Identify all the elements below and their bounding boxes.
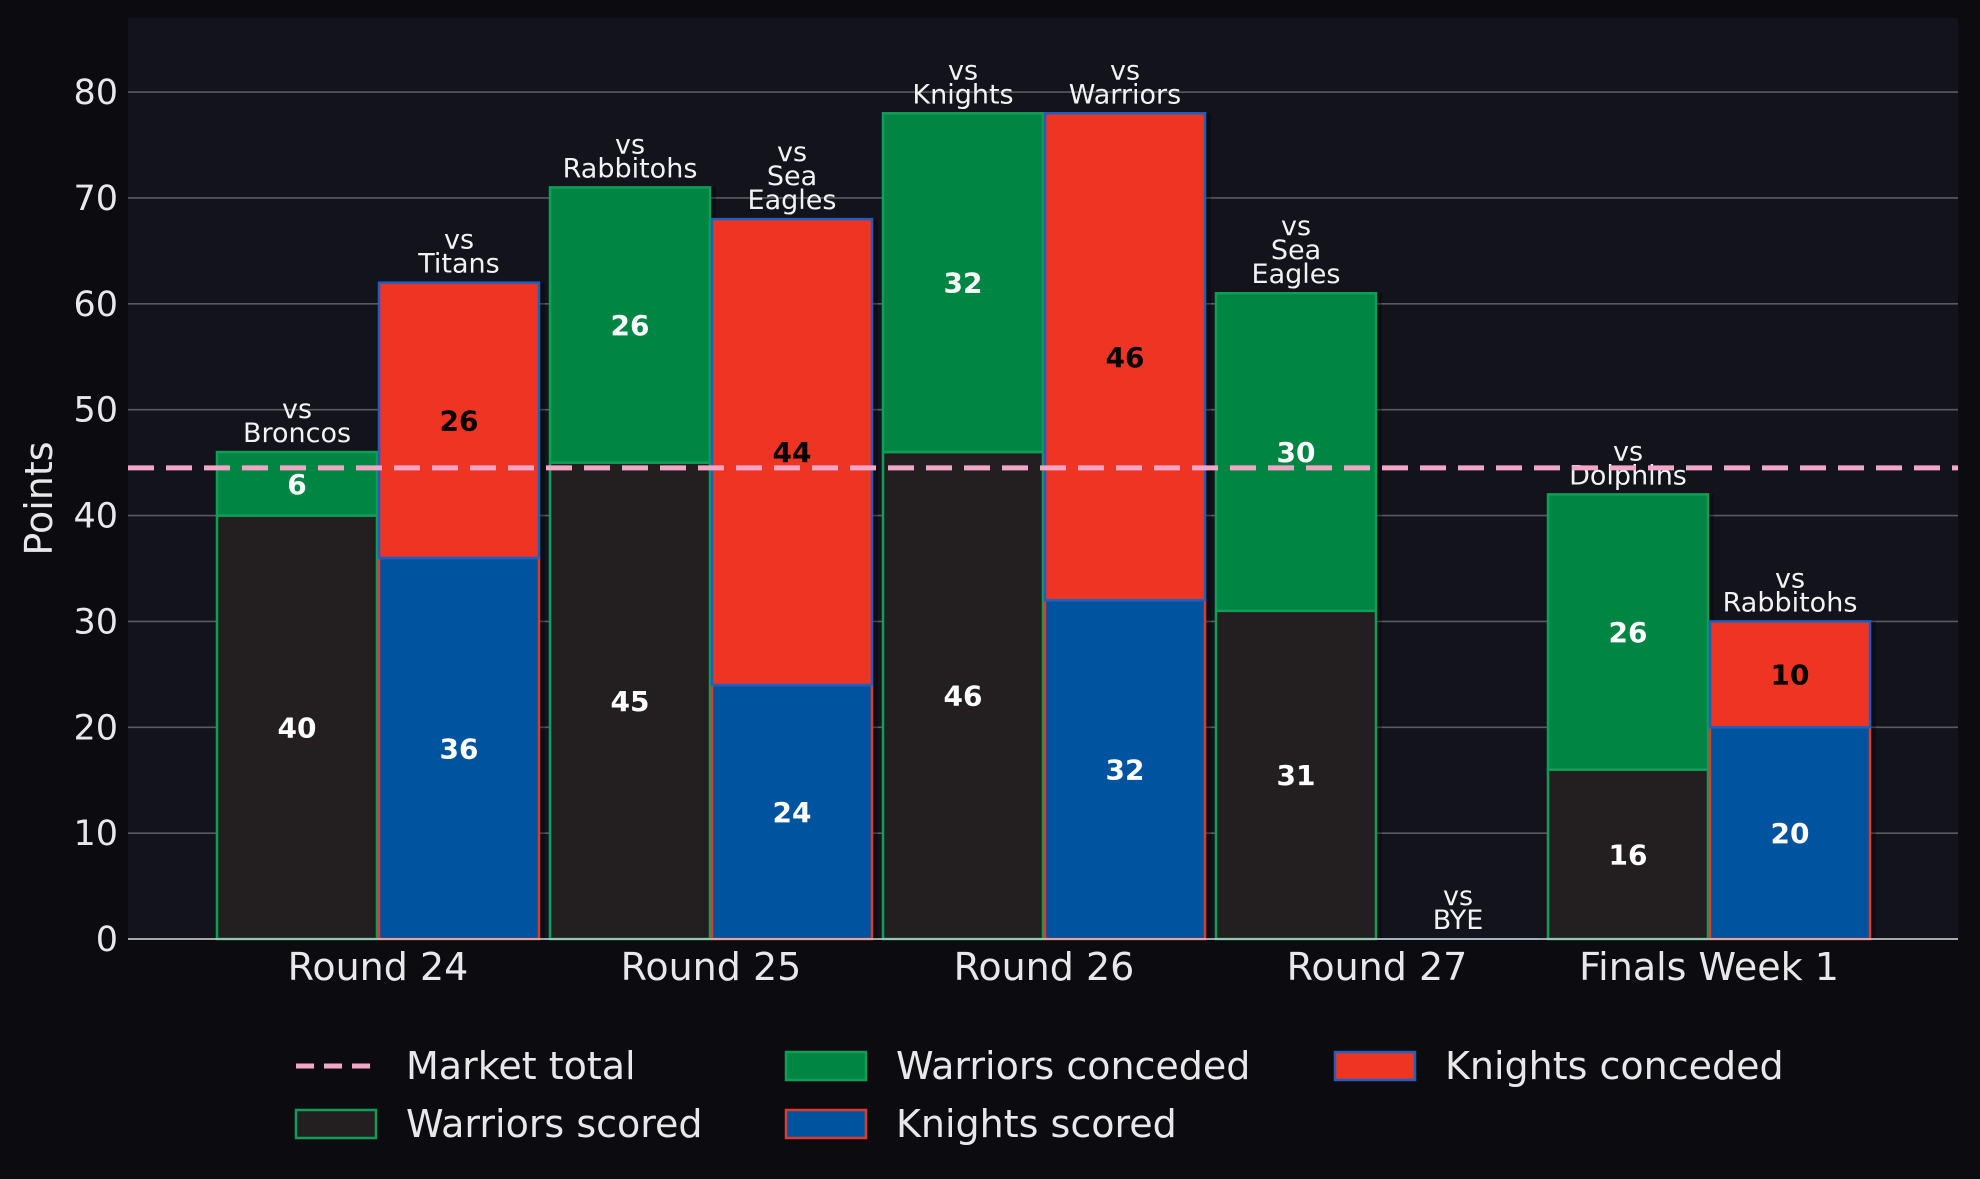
bar-conceded — [548, 186, 712, 464]
opponent-label-line: vs — [777, 137, 807, 168]
bar-scored — [1708, 726, 1872, 941]
bar-scored — [1546, 768, 1710, 941]
opponent-label-line: vs — [1775, 563, 1805, 594]
opponent-label: vs Knights — [912, 55, 1013, 110]
bar-scored-label: 40 — [278, 711, 317, 744]
opponent-label: vs Titans — [417, 225, 499, 280]
opponent-label: vs BYE — [1433, 881, 1484, 936]
y-tick-label: 20 — [73, 708, 118, 748]
bar-scored — [548, 461, 712, 941]
legend: Market total Warriors scored Warriors conc… — [294, 1044, 1784, 1146]
x-tick-label: Round 26 — [954, 945, 1135, 989]
bar-scored-label: 46 — [944, 680, 983, 713]
y-axis-label: Points — [17, 441, 61, 555]
legend-swatch — [294, 1108, 378, 1140]
opponent-label-line: Sea — [1271, 235, 1321, 266]
bar-conceded — [1043, 112, 1207, 602]
y-tick-label: 60 — [73, 285, 118, 325]
bar-conceded-label: 46 — [1106, 341, 1145, 374]
opponent-label-line: Warriors — [1069, 79, 1181, 110]
opponent-label-line: Rabbitohs — [563, 153, 698, 184]
opponent-label-line: Titans — [417, 249, 499, 280]
bar-conceded-label: 26 — [1609, 616, 1648, 649]
bar-conceded-label: 44 — [773, 436, 812, 469]
bar-scored-label: 24 — [773, 796, 812, 829]
bar-scored-label: 45 — [611, 685, 650, 718]
y-tick-label: 40 — [73, 497, 118, 537]
opponent-label: vs Rabbitohs — [1723, 563, 1858, 618]
bar-conceded-label: 6 — [287, 468, 306, 501]
opponent-label-line: Rabbitohs — [1723, 587, 1858, 618]
opponent-label-line: Knights — [912, 79, 1013, 110]
bar-scored-label: 32 — [1106, 754, 1145, 787]
opponent-label-line: vs — [1281, 211, 1311, 242]
bar-scored — [1043, 598, 1207, 941]
bar-conceded-label: 26 — [440, 404, 479, 437]
legend-label: Market total — [406, 1044, 636, 1088]
bar-conceded-label: 32 — [944, 267, 983, 300]
legend-knights-scored: Knights scored — [784, 1102, 1177, 1146]
bar-conceded — [1546, 493, 1710, 771]
bar-conceded — [881, 112, 1045, 454]
opponent-label-line: vs — [282, 394, 312, 425]
opponent-label: vs Rabbitohs — [563, 129, 698, 184]
y-tick-label: 50 — [73, 391, 118, 431]
bar-conceded — [377, 281, 541, 560]
bar-conceded-label: 30 — [1277, 436, 1316, 469]
bar-scored-label: 31 — [1277, 759, 1316, 792]
y-tick-label: 80 — [73, 73, 118, 113]
legend-label: Warriors conceded — [896, 1044, 1250, 1088]
opponent-label: vs Warriors — [1069, 55, 1181, 110]
bar-conceded — [710, 217, 874, 687]
opponent-label: vs Sea Eagles — [1252, 211, 1341, 290]
legend-swatch — [1333, 1050, 1417, 1082]
opponent-label-line: Sea — [767, 161, 817, 192]
opponent-label-line: Broncos — [243, 418, 351, 449]
bar-conceded-label: 26 — [611, 309, 650, 342]
opponent-label-line: vs — [948, 55, 978, 86]
opponent-label: vs Sea Eagles — [748, 137, 837, 216]
opponent-label-line: Eagles — [1252, 259, 1341, 290]
legend-label: Knights scored — [896, 1102, 1177, 1146]
legend-warriors-conceded: Warriors conceded — [784, 1044, 1250, 1088]
bar-conceded — [1214, 291, 1378, 613]
opponent-label-line: BYE — [1433, 905, 1484, 936]
legend-warriors-scored: Warriors scored — [294, 1102, 703, 1146]
legend-market-total: Market total — [296, 1044, 636, 1088]
legend-swatch — [784, 1108, 868, 1140]
bar-conceded — [1708, 620, 1872, 729]
bar-scored-label: 36 — [440, 732, 479, 765]
opponent-label-line: vs — [1613, 436, 1643, 467]
x-tick-label: Round 24 — [288, 945, 469, 989]
x-tick-label: Round 27 — [1287, 945, 1468, 989]
x-tick-label: Round 25 — [621, 945, 802, 989]
opponent-label-line: vs — [1443, 881, 1473, 912]
opponent-label: vs Broncos — [243, 394, 351, 449]
bar-scored — [710, 683, 874, 941]
y-tick-label: 0 — [96, 920, 118, 960]
y-tick-label: 70 — [73, 179, 118, 219]
bar-conceded-label: 10 — [1771, 658, 1810, 691]
bar-scored-label: 16 — [1609, 838, 1648, 871]
opponent-label-line: Dolphins — [1569, 460, 1687, 491]
bar-scored-label: 20 — [1771, 817, 1810, 850]
opponent-label-line: vs — [444, 225, 474, 256]
opponent-label-line: vs — [615, 129, 645, 160]
y-tick-label: 10 — [73, 814, 118, 854]
legend-knights-conceded: Knights conceded — [1333, 1044, 1784, 1088]
opponent-label-line: Eagles — [748, 185, 837, 216]
legend-swatch — [784, 1050, 868, 1082]
opponent-label-line: vs — [1110, 55, 1140, 86]
legend-label: Warriors scored — [406, 1102, 703, 1146]
legend-label: Knights conceded — [1445, 1044, 1784, 1088]
y-tick-label: 30 — [73, 602, 118, 642]
x-tick-label: Finals Week 1 — [1579, 945, 1839, 989]
bar-conceded — [215, 450, 379, 517]
